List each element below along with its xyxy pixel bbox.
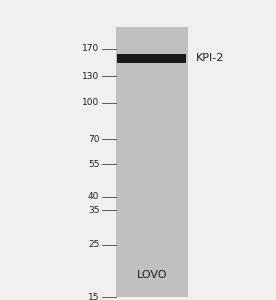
Text: 170: 170 [82,44,99,53]
Text: 35: 35 [88,206,99,215]
Text: 130: 130 [82,72,99,81]
Text: 40: 40 [88,192,99,201]
Text: 15: 15 [88,292,99,300]
Bar [117,54,186,63]
Text: 70: 70 [88,135,99,144]
Text: LOVO: LOVO [137,271,167,281]
Text: 25: 25 [88,240,99,249]
Text: 55: 55 [88,160,99,169]
Text: KPI-2: KPI-2 [196,53,224,63]
Bar [116,27,188,297]
Text: 100: 100 [82,98,99,107]
